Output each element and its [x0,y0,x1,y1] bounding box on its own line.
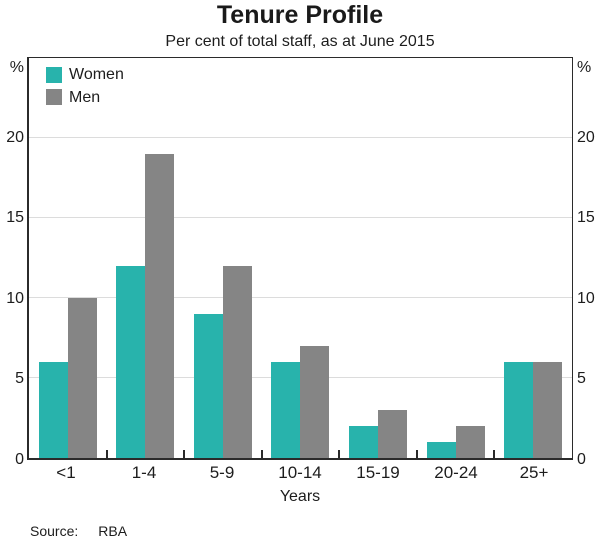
y-axis-left: % 0 5 10 15 20 [1,57,24,468]
y-tick-label-right: 0 [577,451,586,468]
x-axis-tick [493,450,496,458]
y-tick-label-right: 5 [577,370,586,388]
bar-group-10-14 [262,58,340,458]
x-axis-tick [260,450,263,458]
bar-men-5-9 [222,266,252,458]
legend-item-men: Men [46,89,124,107]
bar-men-20-24 [455,426,485,458]
bar-group-5-9 [184,58,262,458]
bar-women-10-14 [271,362,301,458]
x-axis-tick [415,450,418,458]
source-note: Source: RBA [30,523,127,539]
bar-group-15-19 [339,58,417,458]
bar-group-20-24 [417,58,495,458]
y-axis-unit-left: % [9,59,24,76]
x-tick-label-5-9: 5-9 [209,463,235,482]
bar-group-1-4 [107,58,185,458]
y-tick-label-right: 10 [577,289,595,307]
legend-swatch-women [46,66,62,83]
x-tick-label-25+: 25+ [519,463,549,482]
y-axis-unit-right: % [577,59,592,76]
source-value: RBA [98,523,128,539]
legend-item-women: Women [46,66,124,84]
bar-men-10-14 [300,346,330,458]
bar-women-15-19 [349,426,379,458]
bar-women-5-9 [193,314,223,458]
plot-area: Women Men [27,57,573,460]
legend-swatch-men [46,89,62,106]
x-tick-label-1-4: 1-4 [131,463,157,482]
x-axis-tick [105,450,108,458]
chart-subtitle: Per cent of total staff, as at June 2015 [165,33,435,50]
x-tick-label-20-24: 20-24 [434,463,478,482]
bar-group-25+ [494,58,572,458]
bar-women-<1 [38,362,68,458]
x-axis-tick [338,450,341,458]
x-tick-label-15-19: 15-19 [356,463,400,482]
y-tick-label-right: 20 [577,128,595,146]
x-tick-label-10-14: 10-14 [278,463,322,482]
bar-men-15-19 [378,410,408,458]
legend-label-men: Men [69,88,101,106]
y-tick-label-left: 20 [6,128,24,146]
y-tick-label-left: 0 [15,451,24,468]
bar-men-25+ [533,362,563,458]
x-axis-labels: <1 1-4 5-9 10-14 15-19 20-24 25+ [27,463,573,485]
bar-group-<1 [29,58,107,458]
bar-women-20-24 [426,442,456,458]
y-tick-label-left: 5 [15,370,24,388]
y-axis-right: % 0 5 10 15 20 [577,57,600,468]
legend-label-women: Women [69,66,124,83]
gridline-15 [29,217,572,218]
source-label: Source: [30,523,79,539]
y-tick-label-left: 10 [6,289,24,307]
bar-women-25+ [504,362,534,458]
gridline-10 [29,297,572,298]
y-tick-label-left: 15 [6,209,24,227]
gridline-20 [29,137,572,138]
chart-title: Tenure Profile [216,1,384,29]
x-axis-tick [183,450,186,458]
legend: Women Men [46,66,124,111]
bar-women-1-4 [116,266,146,458]
bar-men-<1 [67,298,97,458]
x-tick-label-<1: <1 [56,463,76,482]
y-tick-label-right: 15 [577,209,595,227]
x-axis-title: Years [279,488,321,505]
bar-men-1-4 [145,154,175,458]
